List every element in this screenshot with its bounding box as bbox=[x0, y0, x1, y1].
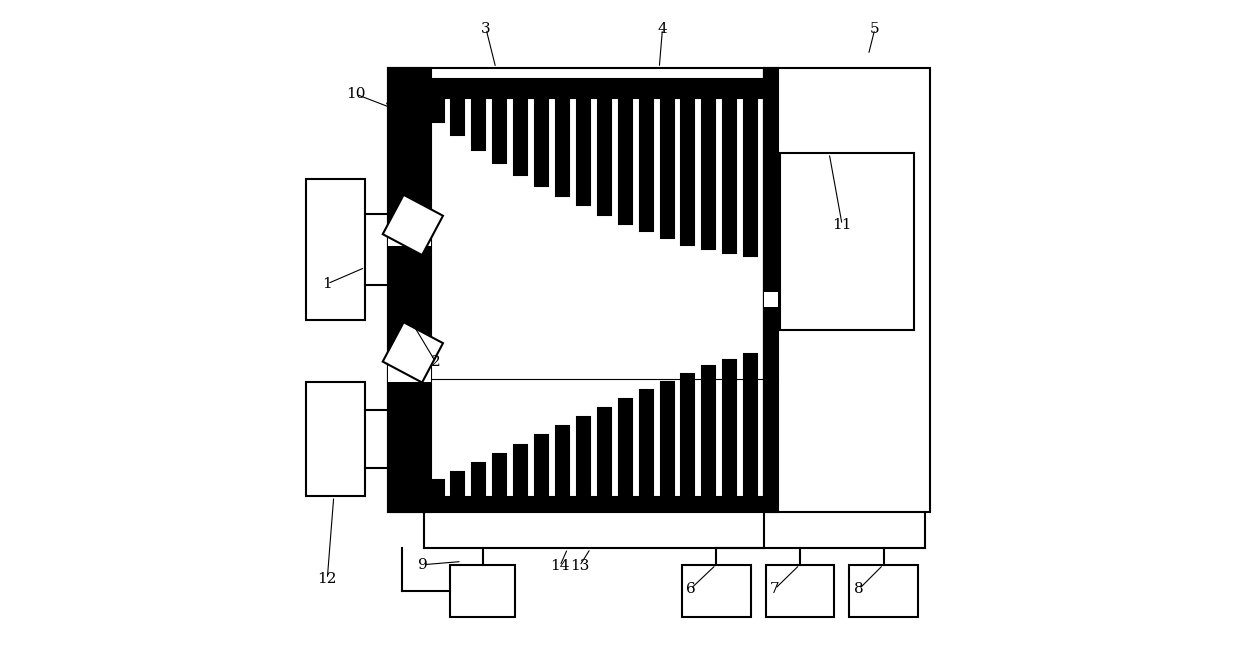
Bar bbox=[780, 153, 914, 330]
Text: 6: 6 bbox=[686, 582, 696, 596]
Text: 13: 13 bbox=[570, 559, 589, 573]
Text: 8: 8 bbox=[854, 582, 864, 596]
Bar bbox=[682, 565, 750, 617]
Text: 9: 9 bbox=[418, 558, 428, 572]
Bar bbox=[723, 360, 737, 497]
Bar bbox=[472, 98, 485, 150]
Bar bbox=[388, 68, 764, 513]
Bar bbox=[306, 179, 365, 320]
Bar bbox=[764, 292, 779, 306]
Polygon shape bbox=[383, 322, 443, 382]
Bar bbox=[598, 408, 611, 497]
Text: 7: 7 bbox=[770, 582, 780, 596]
Bar bbox=[766, 565, 835, 617]
Bar bbox=[306, 382, 365, 496]
Bar bbox=[430, 480, 444, 497]
Text: 5: 5 bbox=[870, 22, 879, 36]
Bar bbox=[534, 98, 548, 186]
Bar bbox=[430, 497, 764, 511]
Text: 14: 14 bbox=[551, 559, 569, 573]
Text: 1: 1 bbox=[322, 277, 332, 291]
Bar bbox=[577, 417, 590, 497]
Bar bbox=[451, 472, 465, 497]
Bar bbox=[430, 79, 764, 98]
Bar bbox=[388, 227, 430, 246]
Bar bbox=[472, 463, 485, 497]
Text: 12: 12 bbox=[317, 572, 337, 586]
Bar bbox=[764, 68, 779, 513]
Bar bbox=[451, 98, 465, 136]
Text: 3: 3 bbox=[481, 22, 491, 36]
Bar bbox=[619, 399, 631, 497]
Bar bbox=[494, 98, 506, 163]
Bar bbox=[661, 382, 673, 497]
Bar bbox=[577, 98, 590, 206]
Text: 2: 2 bbox=[430, 355, 440, 369]
Bar bbox=[515, 445, 527, 497]
Polygon shape bbox=[383, 195, 443, 255]
Bar bbox=[534, 436, 548, 497]
Bar bbox=[388, 68, 430, 513]
Bar bbox=[598, 98, 611, 215]
Bar bbox=[515, 98, 527, 175]
Bar bbox=[640, 98, 652, 231]
Bar bbox=[849, 565, 918, 617]
Bar bbox=[619, 98, 631, 223]
Bar bbox=[494, 453, 506, 497]
Bar bbox=[556, 98, 569, 196]
Bar bbox=[450, 565, 516, 617]
Bar bbox=[682, 374, 694, 497]
Bar bbox=[682, 98, 694, 244]
Bar bbox=[744, 98, 758, 256]
Bar bbox=[640, 390, 652, 497]
Bar bbox=[764, 68, 930, 513]
Bar bbox=[723, 98, 737, 253]
Bar bbox=[661, 98, 673, 238]
Bar bbox=[388, 364, 430, 382]
Bar bbox=[556, 426, 569, 497]
Text: 4: 4 bbox=[657, 22, 667, 36]
Bar bbox=[430, 98, 444, 123]
Text: 10: 10 bbox=[346, 87, 366, 101]
Bar bbox=[744, 355, 758, 497]
Bar bbox=[702, 98, 715, 249]
Text: 11: 11 bbox=[832, 218, 852, 232]
Bar bbox=[702, 366, 715, 497]
